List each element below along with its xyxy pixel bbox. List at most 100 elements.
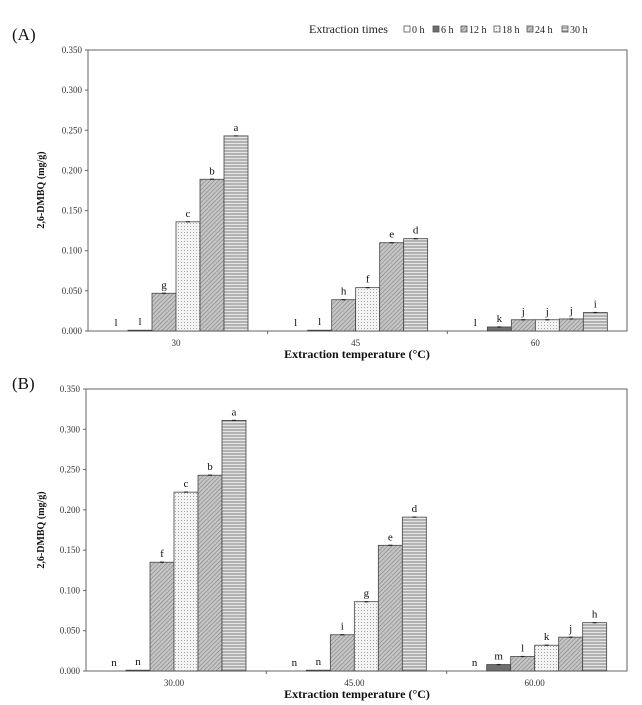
bar bbox=[582, 622, 608, 672]
significance-letter: j bbox=[521, 306, 525, 318]
x-tick-label: 60 bbox=[531, 338, 541, 348]
significance-letter: n bbox=[111, 657, 117, 669]
legend-item: 24 h bbox=[526, 25, 553, 36]
bar bbox=[379, 242, 405, 332]
y-tick-label: 0.350 bbox=[60, 384, 81, 394]
legend-swatch bbox=[526, 25, 534, 33]
y-tick-label: 0.200 bbox=[60, 505, 81, 515]
significance-letter: j bbox=[545, 306, 549, 318]
bar bbox=[151, 292, 177, 332]
legend-item: 6 h bbox=[432, 25, 454, 36]
bar bbox=[558, 636, 584, 672]
bar bbox=[175, 221, 201, 332]
bar bbox=[377, 544, 403, 672]
significance-letter: l bbox=[294, 317, 297, 329]
panel-label-a: (A) bbox=[12, 25, 36, 44]
significance-letter: b bbox=[209, 165, 215, 177]
significance-letter: n bbox=[316, 656, 322, 668]
bar bbox=[558, 318, 584, 332]
y-tick-label: 0.300 bbox=[60, 424, 81, 434]
legend-label: 12 h bbox=[469, 25, 487, 36]
significance-letter: l bbox=[114, 317, 117, 329]
significance-letter: f bbox=[366, 274, 370, 286]
y-tick-label: 0.000 bbox=[60, 666, 81, 676]
bar bbox=[173, 491, 199, 672]
bar bbox=[534, 644, 560, 672]
y-tick-label: 0.250 bbox=[62, 125, 83, 135]
panel-a: (A) 2,6-DMBQ (mg/g) Extraction temperatu… bbox=[12, 25, 628, 361]
x-axis-title-b: Extraction temperature (°C) bbox=[284, 687, 430, 701]
x-tick-label: 30.00 bbox=[164, 678, 185, 688]
bar bbox=[223, 135, 249, 332]
legend-swatch bbox=[561, 25, 569, 33]
legend-item: 30 h bbox=[561, 25, 588, 36]
bar bbox=[353, 601, 379, 672]
x-axis-title-a: Extraction temperature (°C) bbox=[284, 347, 430, 361]
significance-letter: a bbox=[234, 122, 239, 134]
bar bbox=[355, 287, 381, 332]
y-tick-label: 0.050 bbox=[60, 626, 81, 636]
significance-letter: l bbox=[138, 316, 141, 328]
bar bbox=[149, 561, 175, 672]
y-tick-label: 0.050 bbox=[62, 286, 83, 296]
legend-label: 24 h bbox=[535, 25, 553, 36]
legend: Extraction times 0 h 6 h 12 h 18 h 24 h 30 h bbox=[309, 22, 588, 36]
y-tick-label: 0.200 bbox=[62, 165, 83, 175]
legend-label: 6 h bbox=[441, 25, 454, 36]
bar bbox=[305, 669, 331, 672]
bar bbox=[197, 474, 223, 672]
y-tick-label: 0.250 bbox=[60, 465, 81, 475]
y-axis-title-a: 2,6-DMBQ (mg/g) bbox=[36, 151, 47, 228]
legend-item: 12 h bbox=[460, 25, 487, 36]
bar bbox=[510, 656, 536, 672]
bar bbox=[127, 329, 153, 332]
significance-letter: l bbox=[521, 642, 524, 654]
bar bbox=[329, 634, 355, 672]
x-tick-label: 30 bbox=[172, 338, 182, 348]
significance-letter: i bbox=[341, 621, 344, 633]
significance-letter: c bbox=[184, 478, 189, 490]
significance-letter: i bbox=[594, 299, 597, 311]
significance-letter: c bbox=[186, 208, 191, 220]
legend-item: 18 h bbox=[493, 25, 520, 36]
y-tick-label: 0.150 bbox=[62, 206, 83, 216]
legend-label: 18 h bbox=[502, 25, 520, 36]
legend-label: 0 h bbox=[412, 25, 425, 36]
bar bbox=[582, 312, 608, 332]
panel-label-b: (B) bbox=[12, 374, 35, 393]
bar bbox=[510, 319, 536, 332]
significance-letter: g bbox=[161, 279, 167, 291]
significance-letter: n bbox=[472, 657, 478, 669]
significance-letter: a bbox=[232, 406, 237, 418]
legend-swatch bbox=[460, 25, 468, 33]
y-axis-title-b: 2,6-DMBQ (mg/g) bbox=[36, 491, 47, 568]
bar bbox=[486, 664, 512, 672]
significance-letter: j bbox=[569, 305, 573, 317]
x-tick-label: 45.00 bbox=[344, 678, 365, 688]
significance-letter: b bbox=[207, 461, 213, 473]
significance-letter: k bbox=[497, 313, 503, 325]
x-tick-label: 60.00 bbox=[525, 678, 546, 688]
significance-letter: d bbox=[413, 225, 419, 237]
significance-letter: h bbox=[341, 286, 347, 298]
y-tick-label: 0.100 bbox=[62, 246, 83, 256]
significance-letter: m bbox=[494, 651, 503, 663]
bar bbox=[331, 299, 357, 332]
significance-letter: h bbox=[592, 609, 598, 621]
significance-letter: l bbox=[318, 316, 321, 328]
significance-letter: n bbox=[135, 656, 141, 668]
panel-b: (B) 2,6-DMBQ (mg/g) Extraction temperatu… bbox=[12, 374, 628, 701]
significance-letter: d bbox=[412, 503, 418, 515]
bar bbox=[307, 329, 333, 332]
significance-letter: e bbox=[388, 531, 393, 543]
significance-letter: e bbox=[389, 229, 394, 241]
bar bbox=[403, 238, 429, 332]
legend-swatch bbox=[403, 25, 411, 33]
legend-swatch bbox=[493, 25, 501, 33]
significance-letter: j bbox=[568, 623, 572, 635]
bar bbox=[401, 516, 427, 672]
y-tick-label: 0.350 bbox=[62, 45, 83, 55]
legend-swatch bbox=[432, 25, 440, 33]
legend-label: 30 h bbox=[570, 25, 588, 36]
